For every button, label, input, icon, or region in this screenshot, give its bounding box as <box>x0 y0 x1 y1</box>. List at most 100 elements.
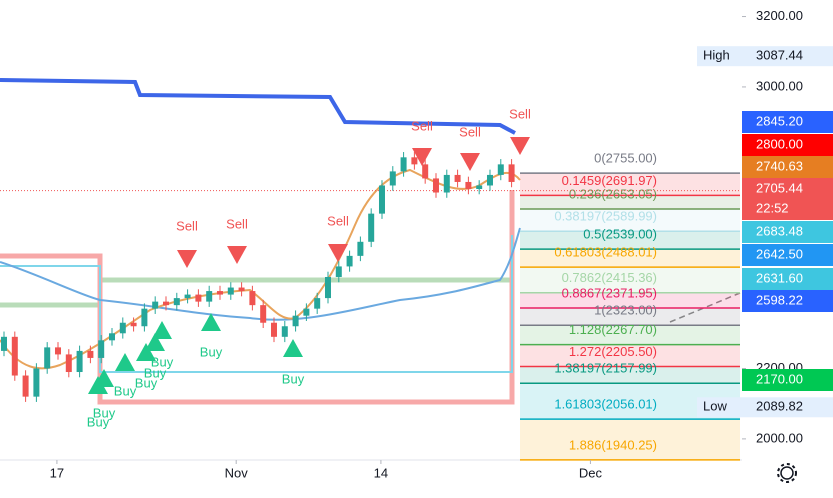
price-tag <box>742 156 833 178</box>
fib-band <box>520 173 740 196</box>
fib-label: 1.38197(2157.99) <box>554 361 657 376</box>
buy-marker <box>88 376 108 394</box>
signal-label: Buy <box>87 414 110 429</box>
candle-body <box>76 350 83 373</box>
gear[interactable] <box>780 466 794 480</box>
candle-body <box>357 241 364 256</box>
fib-band <box>520 209 740 232</box>
price-tag-label: 2170.00 <box>756 371 803 386</box>
buy-marker <box>283 339 303 357</box>
price-tag-label: 2800.00 <box>756 136 803 151</box>
low-tag-box <box>697 397 833 418</box>
candle-body <box>108 333 115 341</box>
fib-label: 0.5(2539.00) <box>583 227 657 242</box>
candle-body <box>206 291 213 302</box>
fib-label: 0.8867(2371.95) <box>562 285 657 300</box>
price-tag-label: 2845.20 <box>756 113 803 128</box>
price-tag-countdown: 22:52 <box>756 200 789 215</box>
candle-body <box>422 164 429 179</box>
candle-body <box>324 276 331 299</box>
candle-body <box>368 213 375 242</box>
buy-marker <box>201 313 221 331</box>
y-tick-label: 3000.00 <box>756 78 803 93</box>
candle-body <box>454 174 461 182</box>
price-tag-label: 2705.44 <box>756 180 803 195</box>
signal-label: Sell <box>176 218 198 233</box>
candle-body <box>98 340 105 358</box>
signal-label: Buy <box>93 405 116 420</box>
candle-body <box>411 157 418 165</box>
fib-label: 0.61803(2488.01) <box>554 245 657 260</box>
signal-label: Buy <box>114 383 137 398</box>
dashed-line <box>669 292 741 323</box>
candle-body <box>443 174 450 193</box>
low-tag-label: Low <box>703 399 727 414</box>
candle-body <box>152 301 159 309</box>
buy-marker <box>115 353 135 371</box>
candle-body <box>270 322 277 337</box>
candle-body <box>162 301 169 306</box>
fib-band <box>520 249 740 268</box>
sell-marker <box>227 246 247 264</box>
buy-marker <box>152 321 172 339</box>
candle-body <box>281 326 288 337</box>
price-tag-label: 2740.63 <box>756 158 803 173</box>
fib-label: 0.236(2653.05) <box>569 186 657 201</box>
fib-label: 0(2755.00) <box>594 151 657 166</box>
price-tag <box>742 244 833 266</box>
price-tag <box>742 369 833 391</box>
candle-body <box>260 305 267 323</box>
fib-label: 1(2323.00) <box>594 303 657 318</box>
signal-label: Sell <box>327 213 349 228</box>
candle-body <box>87 350 94 358</box>
fib-band <box>520 325 740 345</box>
fib-band <box>520 231 740 250</box>
candle-body <box>249 291 256 306</box>
fib-label: 1.61803(2056.01) <box>554 397 657 412</box>
buy-marker <box>145 333 165 351</box>
price-tag <box>742 111 833 133</box>
candle-body <box>54 347 61 355</box>
signal-label: Sell <box>459 124 481 139</box>
sell-marker <box>412 148 432 166</box>
candle-body <box>314 298 321 309</box>
candle-body <box>173 298 180 306</box>
price-tag <box>742 134 833 156</box>
settings-icon[interactable] <box>777 463 797 483</box>
sell-marker <box>460 153 480 171</box>
high-tag-value: 3087.44 <box>756 48 803 63</box>
candle-body <box>65 354 72 373</box>
fib-label: 1.128(2267.70) <box>569 322 657 337</box>
fib-label: 1.886(1940.25) <box>569 437 657 452</box>
gear-teeth[interactable] <box>777 463 797 483</box>
candle-body <box>476 185 483 189</box>
signal-label: Buy <box>151 354 174 369</box>
y-tick-label: 2000.00 <box>756 430 803 445</box>
candle-body <box>195 294 202 302</box>
x-tick-label: Nov <box>225 465 249 480</box>
price-tag <box>742 268 833 290</box>
candle-body <box>184 294 191 299</box>
price-tag <box>742 290 833 312</box>
fib-band <box>520 366 740 384</box>
high-tag-label: High <box>703 48 730 63</box>
candle-body <box>292 315 299 327</box>
fib-band <box>520 267 740 293</box>
x-tick-label: 17 <box>50 465 64 480</box>
fib-label: 0.7862(2415.36) <box>562 270 657 285</box>
price-tag-label: 2683.48 <box>756 223 803 238</box>
low-tag-value: 2089.82 <box>756 399 803 414</box>
candle-body <box>346 255 353 267</box>
cyan-box <box>0 235 513 373</box>
candle-body <box>33 368 40 397</box>
candle-body <box>119 322 126 334</box>
candle-body <box>432 178 439 193</box>
y-tick-label: 3200.00 <box>756 8 803 23</box>
candle-body <box>0 336 7 351</box>
signal-label: Buy <box>144 365 167 380</box>
candle-body <box>486 174 493 186</box>
fib-band <box>520 307 740 326</box>
